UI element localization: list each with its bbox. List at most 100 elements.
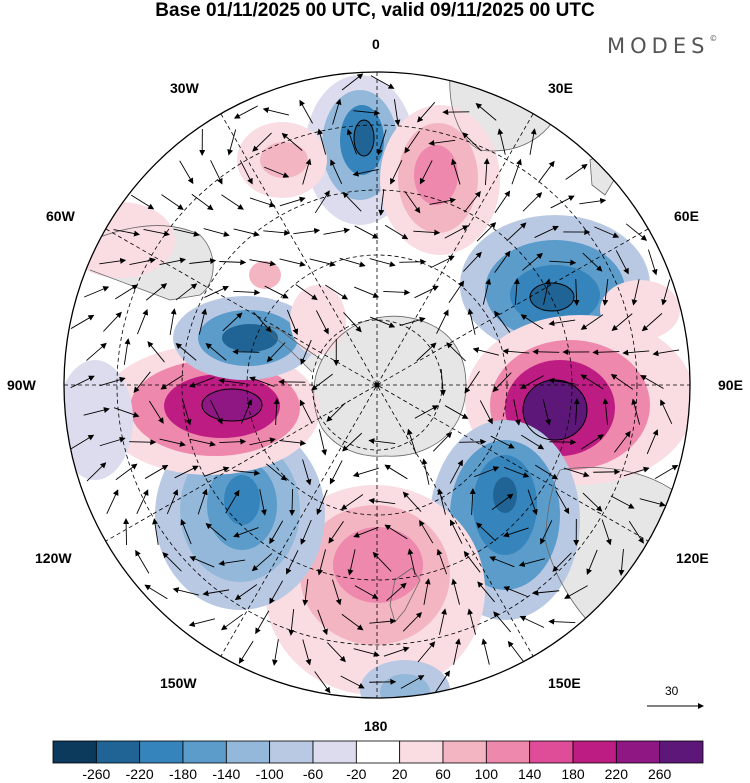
lon-label-120w: 120W: [35, 550, 72, 566]
wind-arrow: [573, 278, 580, 306]
wind-arrow: [264, 285, 289, 299]
wind-arrow: [86, 342, 107, 361]
wind-arrow: [602, 279, 609, 306]
wind-arrow: [353, 648, 380, 657]
wind-arrow: [661, 279, 671, 306]
anomaly-pink-ene: [600, 280, 680, 340]
wind-arrow: [83, 407, 110, 416]
colorbar-tick-label: -60: [302, 766, 324, 782]
wind-arrow: [522, 192, 543, 212]
wind-arrow: [343, 312, 362, 333]
wind-arrow: [316, 489, 328, 515]
wind-arrow: [263, 229, 291, 236]
wind-arrow: [513, 399, 521, 426]
wind-arrow: [640, 375, 664, 389]
wind-arrow: [370, 316, 396, 328]
meridian-30e-150w: [220, 113, 534, 657]
brand-logo: MODES©: [607, 34, 717, 58]
wind-arrow: [70, 434, 95, 450]
lon-label-60e: 60E: [674, 208, 699, 224]
wind-arrow: [342, 191, 362, 212]
wind-arrow: [288, 609, 295, 636]
wind-arrow: [130, 194, 155, 210]
wind-arrow: [281, 132, 303, 151]
wind-arrow: [580, 314, 604, 330]
wind-arrow: [293, 227, 321, 235]
colorbar-cell: [52, 740, 97, 764]
wind-arrow: [383, 646, 410, 657]
colorbar-tick-label: -180: [168, 766, 198, 782]
wind-arrow: [136, 489, 149, 514]
wind-arrow: [198, 308, 208, 335]
wind-arrow: [299, 399, 313, 424]
anomaly-dark-blue-e: [530, 283, 574, 311]
wind-arrow: [581, 434, 604, 450]
wind-arrow: [233, 469, 261, 476]
wind-arrow: [189, 556, 215, 568]
wind-arrow: [369, 618, 397, 625]
wind-arrow: [491, 493, 514, 511]
brand-mark: ©: [709, 34, 718, 43]
wind-arrow: [172, 587, 200, 596]
wind-arrow: [219, 438, 247, 445]
wind-arrow: [522, 252, 543, 271]
wind-arrow: [449, 459, 463, 484]
wind-arrow: [622, 349, 650, 356]
wind-arrow: [507, 640, 525, 663]
wind-arrow: [378, 189, 385, 216]
colorbar-tick-label: 60: [435, 766, 451, 782]
wind-arrow: [552, 552, 572, 572]
wind-arrow: [439, 369, 446, 396]
wind-arrow: [299, 99, 313, 124]
wind-arrow: [472, 347, 499, 356]
wind-arrow: [265, 463, 288, 481]
anomaly-blue-bottom: [380, 674, 430, 698]
colorbar-tick-label: -220: [125, 766, 154, 782]
wind-arrow: [218, 377, 246, 385]
wind-arrow: [564, 585, 588, 599]
wind-arrow: [266, 342, 286, 363]
colorbar-tick-label: 260: [647, 766, 672, 782]
wind-arrow: [99, 257, 127, 265]
contour-dark-blue-n: [353, 119, 375, 157]
wind-arrow: [497, 128, 506, 155]
wind-arrow: [341, 613, 364, 631]
wind-arrow: [99, 436, 126, 447]
wind-arrow: [641, 313, 663, 332]
wind-arrow: [436, 309, 449, 334]
wind-arrow: [494, 190, 511, 213]
wind-arrow: [618, 549, 625, 576]
wind-arrow: [646, 429, 659, 455]
wind-arrow: [286, 309, 299, 335]
colorbar-tick-label: -100: [255, 766, 284, 782]
wind-arrow: [592, 349, 620, 356]
wind-arrow: [251, 553, 273, 572]
wind-arrow: [436, 548, 448, 575]
wind-arrow: [463, 251, 482, 272]
wind-arrow: [202, 589, 230, 597]
colorbar-cell: [659, 740, 704, 764]
wind-arrow: [414, 405, 439, 419]
wind-arrow: [103, 311, 122, 332]
wind-arrow: [376, 129, 387, 156]
wind-arrow: [520, 434, 545, 450]
wind-arrow: [218, 559, 246, 567]
lon-label-90w: 90W: [7, 377, 36, 393]
wind-arrow: [538, 160, 555, 183]
contour-purple-w: [201, 388, 263, 422]
wind-arrow: [481, 638, 490, 665]
wind-arrow: [432, 431, 452, 452]
anomaly-dark-blue-sw: [224, 475, 260, 525]
colorbar-cell: [529, 740, 574, 764]
wind-arrow: [593, 468, 621, 475]
wind-arrow: [384, 524, 408, 540]
wind-arrow: [317, 549, 326, 576]
wind-arrow: [423, 578, 431, 605]
wind-arrow: [548, 618, 576, 625]
wind-arrow: [527, 489, 538, 516]
brand-text: MODES: [607, 34, 710, 58]
wind-arrow: [463, 550, 481, 573]
wind-arrow: [328, 520, 344, 544]
wind-arrow: [279, 258, 306, 267]
